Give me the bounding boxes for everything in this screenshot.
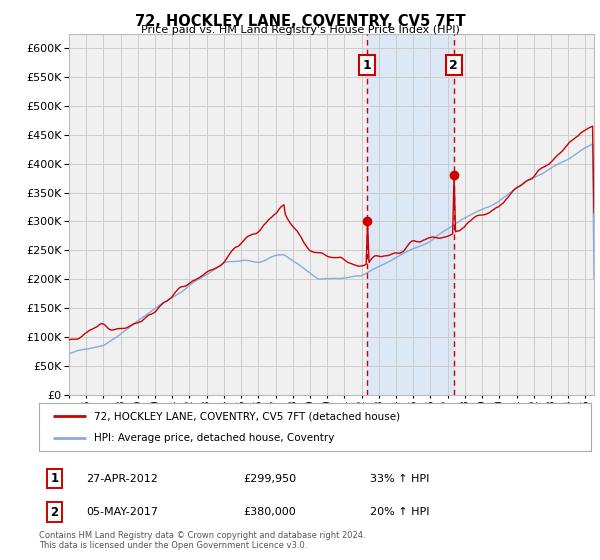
Text: 72, HOCKLEY LANE, COVENTRY, CV5 7FT (detached house): 72, HOCKLEY LANE, COVENTRY, CV5 7FT (det… (94, 411, 400, 421)
Text: 2: 2 (50, 506, 59, 519)
Text: 33% ↑ HPI: 33% ↑ HPI (370, 474, 430, 483)
Text: 2: 2 (449, 59, 458, 72)
Bar (367, 34, 454, 395)
Text: HPI: Average price, detached house, Coventry: HPI: Average price, detached house, Cove… (94, 433, 335, 443)
Text: 27-APR-2012: 27-APR-2012 (86, 474, 158, 483)
Text: 72, HOCKLEY LANE, COVENTRY, CV5 7FT: 72, HOCKLEY LANE, COVENTRY, CV5 7FT (134, 14, 466, 29)
Text: 05-MAY-2017: 05-MAY-2017 (86, 507, 158, 517)
Text: £380,000: £380,000 (243, 507, 296, 517)
Text: £299,950: £299,950 (243, 474, 296, 483)
Text: 20% ↑ HPI: 20% ↑ HPI (370, 507, 430, 517)
Text: 1: 1 (363, 59, 371, 72)
Text: 1: 1 (50, 472, 59, 485)
Text: Price paid vs. HM Land Registry's House Price Index (HPI): Price paid vs. HM Land Registry's House … (140, 25, 460, 35)
Text: Contains HM Land Registry data © Crown copyright and database right 2024.
This d: Contains HM Land Registry data © Crown c… (39, 531, 365, 550)
